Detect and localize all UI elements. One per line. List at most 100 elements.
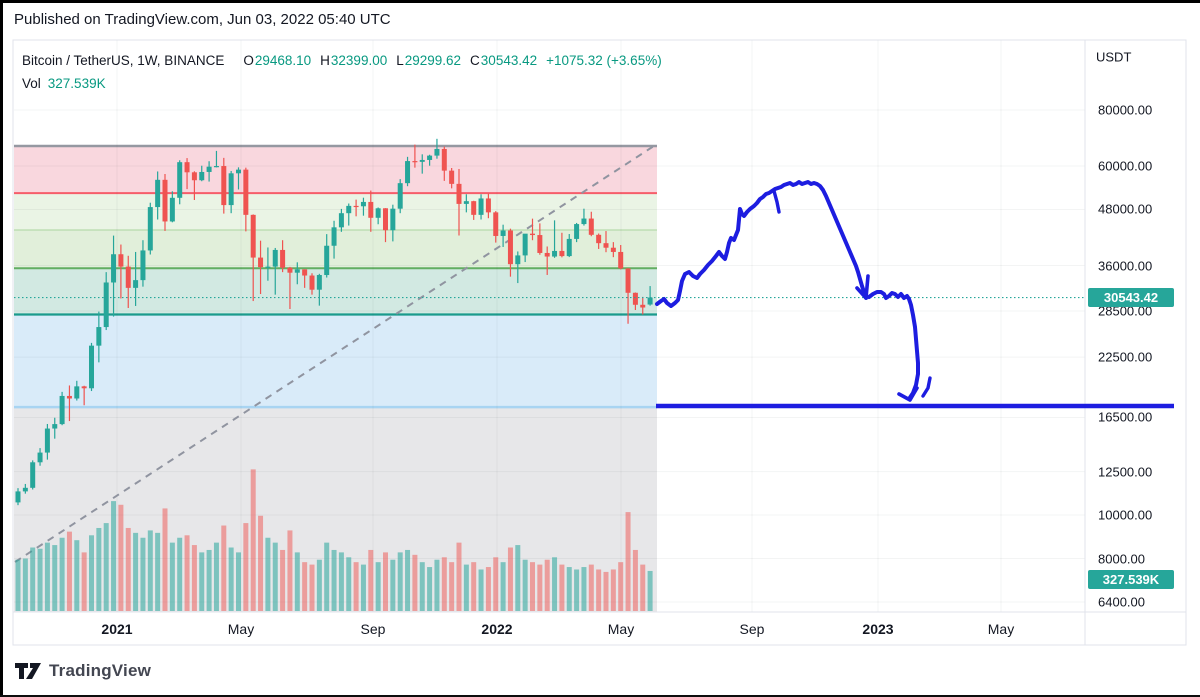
- volume-bar: [280, 549, 286, 611]
- candle-body: [478, 198, 484, 215]
- volume-bar: [191, 545, 197, 611]
- candle-body: [287, 267, 293, 273]
- volume-bar: [59, 537, 65, 611]
- candle-body: [530, 233, 535, 236]
- volume-bar: [405, 549, 411, 611]
- volume-bar: [177, 537, 183, 611]
- volume-bar: [147, 530, 153, 611]
- candle-body: [206, 166, 212, 172]
- volume-bar: [618, 562, 624, 611]
- volume-bar: [44, 542, 50, 611]
- volume-bar: [537, 564, 543, 611]
- chart-legend[interactable]: Bitcoin / TetherUS, 1W, BINANCE O29468.10…: [22, 49, 662, 95]
- time-tick-label: Sep: [739, 620, 765, 637]
- volume-bar: [118, 504, 124, 611]
- time-axis[interactable]: 2021 May Sep 2022 May Sep 2023 May: [13, 612, 1186, 645]
- volume-bar: [566, 567, 572, 611]
- volume-bar: [294, 552, 300, 611]
- volume-bar: [22, 558, 28, 611]
- candle-body: [280, 249, 286, 268]
- candle-body: [610, 247, 616, 252]
- time-tick-label: 2023: [862, 620, 894, 637]
- volume-bar: [81, 552, 87, 611]
- volume-bar: [574, 569, 580, 611]
- volume-bar: [316, 559, 322, 611]
- freehand-annotation-drawing[interactable]: [855, 274, 870, 300]
- candle-body: [169, 197, 175, 222]
- volume-bar: [588, 564, 594, 611]
- price-zone: [14, 268, 657, 315]
- price-tick-label: 6400.00: [1098, 594, 1145, 610]
- price-zone: [14, 314, 657, 408]
- candle-body: [265, 266, 271, 268]
- candle-body: [522, 233, 528, 256]
- volume-bar: [309, 564, 315, 611]
- candle-body: [640, 304, 646, 308]
- candle-body: [213, 166, 219, 168]
- volume-bar: [463, 564, 469, 611]
- candle-body: [537, 235, 543, 253]
- candle-body: [603, 243, 609, 248]
- current-price-badge: 30543.42: [1088, 288, 1174, 308]
- price-tick-label: 12500.00: [1098, 464, 1153, 480]
- time-tick-label: Sep: [360, 620, 386, 637]
- volume-bar: [74, 540, 80, 611]
- candle-body: [390, 208, 396, 231]
- volume-bar: [383, 552, 388, 611]
- candle-body: [449, 170, 455, 184]
- volume-bar: [434, 559, 440, 611]
- candle-body: [353, 205, 359, 208]
- close-value: 30543.42: [480, 53, 538, 68]
- candle-body: [338, 213, 344, 228]
- freehand-annotation-drawing[interactable]: [867, 290, 920, 401]
- freehand-annotation-drawing[interactable]: [655, 180, 868, 308]
- candle-body: [485, 198, 491, 213]
- candle-body: [625, 268, 631, 293]
- volume-bar: [647, 570, 653, 611]
- volume-bar: [258, 515, 264, 611]
- price-tick-label: 16500.00: [1098, 409, 1153, 425]
- candle-body: [507, 230, 513, 265]
- price-axis[interactable]: USDT 80000.00 60000.00 48000.00 36000.00 285…: [1085, 40, 1186, 645]
- candle-body: [111, 254, 117, 283]
- volume-bar: [236, 552, 241, 611]
- freehand-annotation-drawing[interactable]: [772, 189, 781, 214]
- price-tick-label: 48000.00: [1098, 201, 1153, 217]
- volume-bar: [103, 523, 109, 611]
- freehand-annotation-drawing[interactable]: [921, 376, 932, 398]
- volume-bar: [427, 567, 433, 611]
- volume-bar: [368, 549, 374, 611]
- freehand-annotation-drawing[interactable]: [897, 386, 919, 402]
- candle-body: [22, 487, 28, 492]
- change-value: +1075.32 (+3.65%): [546, 53, 662, 68]
- candle-body: [515, 255, 521, 265]
- candle-body: [427, 155, 433, 160]
- candle-body: [375, 208, 381, 218]
- volume-bar: [559, 564, 565, 611]
- candle-body: [581, 218, 587, 225]
- price-tick-label: 22500.00: [1098, 349, 1153, 365]
- volume-bar: [140, 537, 146, 611]
- candle-body: [331, 227, 337, 246]
- volume-bar: [338, 552, 344, 611]
- price-tick-label: 80000.00: [1098, 102, 1153, 118]
- volume-bar: [37, 548, 43, 611]
- candle-body: [250, 214, 256, 258]
- candle-body: [243, 169, 249, 215]
- volume-bar: [15, 559, 21, 611]
- candle-body: [544, 252, 550, 257]
- candle-body: [59, 395, 65, 425]
- candle-body: [471, 201, 477, 215]
- volume-bar: [632, 549, 638, 611]
- candle-body: [588, 218, 594, 235]
- screenshot-bottom-border: [0, 695, 1200, 697]
- volume-bar: [243, 523, 249, 611]
- candle-body: [236, 169, 241, 174]
- volume-bar: [552, 557, 558, 611]
- candle-body: [493, 212, 499, 236]
- tradingview-watermark[interactable]: TradingView: [14, 661, 151, 681]
- symbol-title[interactable]: Bitcoin / TetherUS, 1W, BINANCE: [22, 53, 225, 68]
- volume-bar: [221, 525, 227, 611]
- volume-bar: [30, 547, 36, 611]
